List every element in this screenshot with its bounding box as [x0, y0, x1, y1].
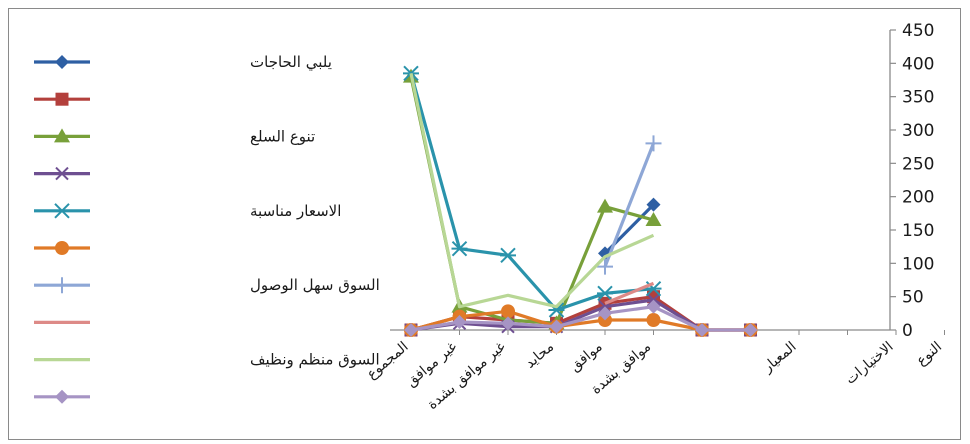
legend-marker — [55, 389, 69, 404]
x-tick-label: موافق — [567, 339, 606, 375]
legend-label: الاسعار مناسبة — [250, 202, 341, 220]
series-4 — [403, 65, 662, 318]
data-point — [645, 212, 662, 226]
data-point — [501, 316, 515, 331]
series-line — [604, 281, 655, 305]
y-tick-label: 400 — [902, 54, 934, 74]
legend-marker — [54, 203, 70, 219]
data-point — [598, 306, 612, 321]
data-point — [501, 304, 515, 319]
y-tick-label: 350 — [902, 88, 934, 108]
y-tick-label: 0 — [902, 321, 913, 341]
legend-item: يلبي الحاجات — [34, 53, 332, 72]
legend-marker — [54, 277, 70, 294]
data-point — [646, 299, 661, 314]
data-point — [597, 198, 613, 213]
series-line — [603, 142, 655, 268]
data-point — [549, 319, 564, 334]
series-line — [409, 72, 654, 312]
x-tick-label: المعيار — [759, 339, 799, 376]
data-point — [645, 135, 662, 152]
data-point — [646, 197, 661, 212]
legend-item: تنوع السلع — [34, 127, 315, 145]
y-tick-label: 200 — [902, 188, 934, 208]
legend: يلبي الحاجات تنوع السلع الاسعار مناسبة السو… — [34, 53, 380, 404]
legend-marker — [54, 128, 70, 143]
legend-label: السوق سهل الوصول — [250, 276, 380, 294]
series-8 — [409, 73, 655, 309]
legend-item: السوق منظم ونظيف — [34, 351, 380, 369]
data-point — [743, 323, 758, 337]
data-point — [451, 240, 468, 257]
data-point — [403, 65, 419, 82]
legend-marker — [55, 92, 69, 106]
legend-marker — [55, 55, 69, 69]
chart-frame — [8, 8, 961, 440]
data-point — [500, 247, 516, 264]
legend-item — [34, 92, 90, 106]
y-tick-label: 250 — [902, 154, 934, 174]
series-line — [410, 309, 751, 332]
data-point — [695, 323, 709, 337]
series-7 — [604, 281, 655, 305]
x-tick-label: محايد — [522, 339, 557, 372]
legend-item — [34, 241, 90, 255]
series-line — [410, 305, 751, 332]
series-6 — [597, 135, 662, 275]
legend-marker — [55, 241, 69, 255]
y-tick-label: 300 — [902, 121, 934, 141]
data-point — [452, 315, 467, 329]
y-tick-label: 450 — [902, 21, 934, 41]
legend-marker — [55, 166, 69, 181]
data-point — [597, 258, 613, 275]
legend-item — [34, 166, 90, 181]
legend-label: تنوع السلع — [250, 127, 315, 145]
data-point — [598, 246, 612, 261]
legend-item: السوق سهل الوصول — [34, 276, 380, 294]
series-line — [409, 73, 655, 309]
legend-label: السوق منظم ونظيف — [250, 351, 380, 369]
data-point — [404, 323, 418, 337]
y-tick-label: 50 — [902, 288, 924, 308]
legend-label: يلبي الحاجات — [250, 53, 332, 72]
series-9 — [404, 299, 758, 337]
x-tick-label: الاختيارات — [843, 339, 897, 388]
x-tick-label: النوع — [913, 339, 945, 369]
data-point — [646, 313, 661, 327]
y-tick-label: 100 — [902, 254, 934, 274]
legend-item: الاسعار مناسبة — [34, 202, 341, 220]
data-point — [597, 285, 613, 302]
legend-item — [34, 389, 90, 404]
y-tick-label: 150 — [902, 221, 934, 241]
